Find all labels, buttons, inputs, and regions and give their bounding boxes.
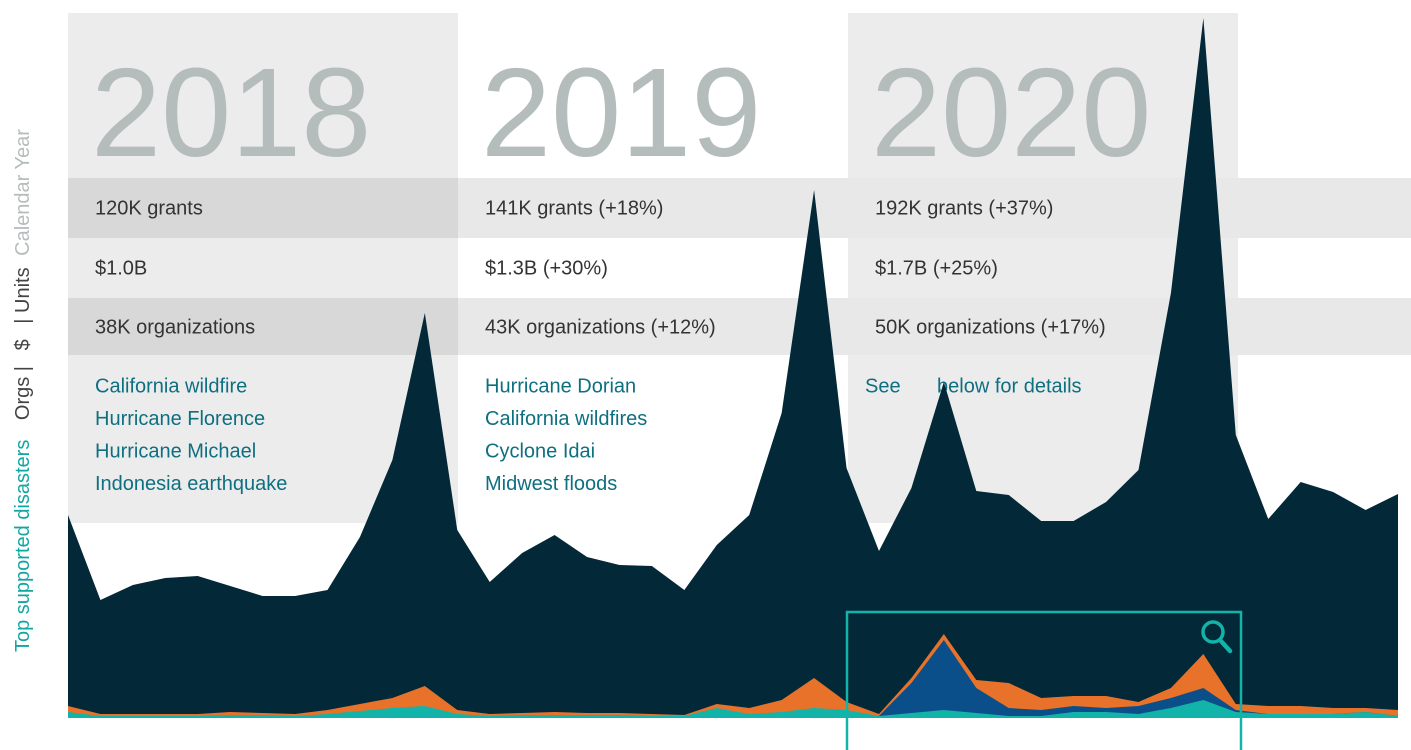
- sidebar-item[interactable]: $: [12, 339, 34, 350]
- row-band: [68, 178, 458, 238]
- sidebar-item[interactable]: Orgs: [12, 377, 34, 420]
- orgs: 38K organizations: [95, 316, 255, 338]
- zoom-icon-handle: [1217, 637, 1233, 654]
- disaster: Cyclone Idai: [485, 440, 595, 462]
- sidebar: Top supported disasters Orgs | $ | Units…: [12, 129, 34, 652]
- disaster: California wildfires: [485, 408, 647, 430]
- panel-bg: [68, 13, 458, 523]
- disaster: Hurricane Dorian: [485, 375, 636, 397]
- year: 2018: [91, 42, 371, 183]
- amount: $1.3B (+30%): [485, 257, 608, 279]
- area-chart: [68, 18, 1398, 718]
- sidebar-item[interactable]: Calendar Year: [12, 129, 34, 256]
- panels: 2018 120K grants $1.0B 38K organizations Cal…: [91, 42, 1151, 495]
- disaster: Indonesia earthquake: [95, 473, 287, 495]
- disaster: California wildfire: [95, 375, 247, 397]
- sidebar-item[interactable]: Units: [12, 267, 34, 313]
- orgs: 50K organizations (+17%): [875, 316, 1106, 338]
- amount: $1.0B: [95, 257, 147, 279]
- note: See: [865, 375, 901, 397]
- grants: 141K grants (+18%): [485, 197, 663, 219]
- note: below for details: [937, 375, 1082, 397]
- year: 2020: [871, 42, 1151, 183]
- disaster: Hurricane Michael: [95, 440, 256, 462]
- row-band: [68, 298, 458, 355]
- year: 2019: [481, 42, 761, 183]
- amount: $1.7B (+25%): [875, 257, 998, 279]
- area: [68, 18, 1398, 718]
- grants: 192K grants (+37%): [875, 197, 1053, 219]
- separator: |: [12, 366, 34, 371]
- separator: |: [12, 319, 34, 324]
- orgs: 43K organizations (+12%): [485, 316, 716, 338]
- sidebar-item[interactable]: Top supported disasters: [12, 440, 34, 652]
- area: [68, 700, 1398, 718]
- disaster: Hurricane Florence: [95, 408, 265, 430]
- area: [68, 634, 1398, 718]
- disaster: Midwest floods: [485, 473, 617, 495]
- grants: 120K grants: [95, 197, 203, 219]
- zoom-icon[interactable]: [1201, 620, 1225, 644]
- zoom-box[interactable]: [845, 610, 1243, 750]
